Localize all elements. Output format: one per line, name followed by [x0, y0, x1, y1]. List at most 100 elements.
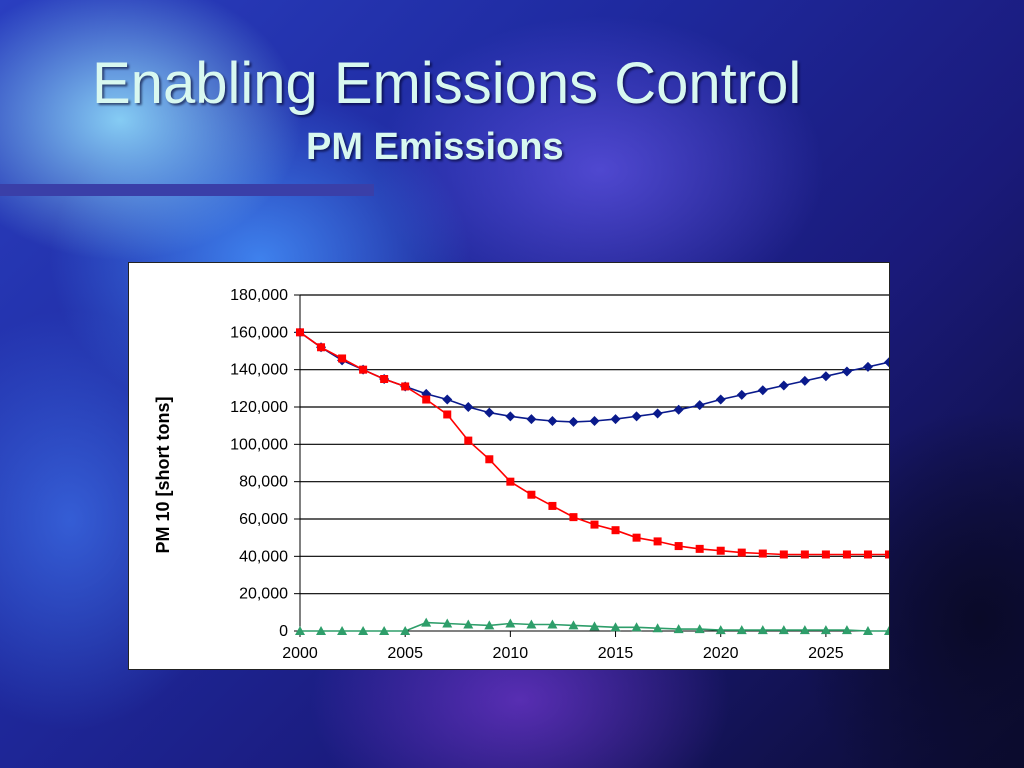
data-point-diamond [884, 357, 889, 368]
x-tick-label: 2015 [598, 645, 634, 662]
data-point-square [821, 550, 830, 559]
data-point-square [590, 520, 599, 529]
title-underline-bar [0, 184, 374, 196]
data-point-diamond [442, 394, 453, 405]
x-tick-label: 2025 [808, 645, 844, 662]
data-point-triangle [505, 618, 516, 628]
series-square [296, 328, 889, 559]
data-point-diamond [652, 408, 663, 419]
y-tick-label: 0 [279, 623, 288, 640]
data-point-diamond [547, 416, 558, 426]
data-point-diamond [820, 371, 831, 382]
data-point-triangle [715, 625, 726, 635]
data-point-triangle [568, 620, 579, 630]
chart-panel: 0 20,000 40,000 60,000 80,000 100,000 120,000 1… [128, 262, 890, 670]
x-tick-label: 2020 [703, 645, 739, 662]
y-tick-label: 180,000 [230, 287, 288, 304]
x-tick-label: 2000 [282, 645, 318, 662]
series-line-diamond [299, 331, 889, 423]
data-point-triangle [862, 626, 873, 635]
data-point-square [569, 513, 578, 522]
data-point-diamond [484, 407, 495, 418]
y-tick-label: 100,000 [230, 436, 288, 453]
data-point-diamond [421, 388, 432, 399]
data-point-diamond [715, 394, 726, 405]
data-point-diamond [673, 404, 684, 415]
y-tick-label: 60,000 [239, 511, 288, 528]
data-point-triangle [547, 619, 558, 629]
y-tick-label: 140,000 [230, 362, 288, 379]
data-point-triangle [610, 622, 621, 632]
data-point-triangle [673, 624, 684, 634]
data-point-diamond [526, 414, 537, 425]
data-point-diamond [463, 402, 474, 412]
data-point-diamond [799, 375, 810, 386]
data-point-diamond [505, 411, 516, 422]
data-point-square [737, 548, 746, 557]
data-point-diamond [694, 400, 705, 411]
data-point-triangle [820, 625, 831, 635]
data-point-square [422, 395, 431, 404]
data-point-square [800, 550, 809, 559]
data-point-diamond [589, 416, 600, 426]
y-tick-label: 120,000 [230, 399, 288, 416]
pm-emissions-chart: 0 20,000 40,000 60,000 80,000 100,000 120,000 1… [153, 287, 889, 662]
data-point-triangle [841, 625, 852, 635]
data-point-triangle [631, 622, 642, 632]
data-point-triangle [778, 625, 789, 635]
data-point-square [359, 365, 368, 374]
series-triangle [295, 617, 889, 635]
data-point-triangle [463, 619, 474, 629]
data-point-triangle [442, 618, 453, 628]
data-point-square [758, 549, 767, 558]
data-point-square [380, 375, 389, 383]
data-point-triangle [799, 625, 810, 635]
data-point-square [885, 550, 889, 559]
y-tick-label: 40,000 [239, 548, 288, 565]
data-point-diamond [778, 380, 789, 391]
data-point-triangle [694, 624, 705, 634]
data-point-diamond [862, 361, 873, 372]
data-point-diamond [757, 385, 768, 396]
axes [294, 294, 889, 637]
slide-title: Enabling Emissions Control [92, 51, 802, 116]
slide-subtitle: PM Emissions [306, 126, 564, 168]
data-point-square [464, 436, 473, 445]
series [295, 327, 889, 635]
y-tick-label: 80,000 [239, 474, 288, 491]
data-point-square [548, 501, 557, 510]
data-point-diamond [736, 389, 747, 400]
x-tick-label: 2005 [387, 645, 423, 662]
x-tick-labels: 2000 2005 2010 2015 2020 2025 [282, 645, 844, 662]
data-point-square [296, 328, 304, 337]
data-point-triangle [589, 621, 600, 631]
data-point-square [527, 490, 536, 499]
data-point-triangle [526, 619, 537, 629]
data-point-square [443, 410, 452, 419]
gridlines [300, 294, 889, 595]
data-point-square [695, 544, 704, 553]
y-tick-label: 160,000 [230, 324, 288, 341]
y-tick-labels: 0 20,000 40,000 60,000 80,000 100,000 120,000 1… [230, 287, 288, 640]
data-point-triangle [757, 625, 768, 635]
data-point-triangle [884, 626, 889, 635]
data-point-square [716, 546, 725, 555]
data-point-square [338, 354, 347, 363]
data-point-triangle [652, 623, 663, 633]
x-tick-label: 2010 [493, 645, 529, 662]
data-point-square [611, 526, 620, 535]
data-point-diamond [631, 411, 642, 422]
data-point-triangle [484, 620, 495, 630]
y-axis-label: PM 10 [short tons] [153, 396, 173, 553]
data-point-square [653, 537, 662, 546]
data-point-triangle [400, 626, 411, 635]
y-tick-label: 20,000 [239, 586, 288, 603]
data-point-square [779, 550, 788, 559]
data-point-square [485, 455, 494, 464]
data-point-triangle [316, 626, 327, 635]
data-point-square [863, 550, 872, 559]
data-point-triangle [337, 626, 348, 635]
data-point-diamond [610, 414, 621, 425]
data-point-square [506, 477, 515, 486]
data-point-square [842, 550, 851, 559]
